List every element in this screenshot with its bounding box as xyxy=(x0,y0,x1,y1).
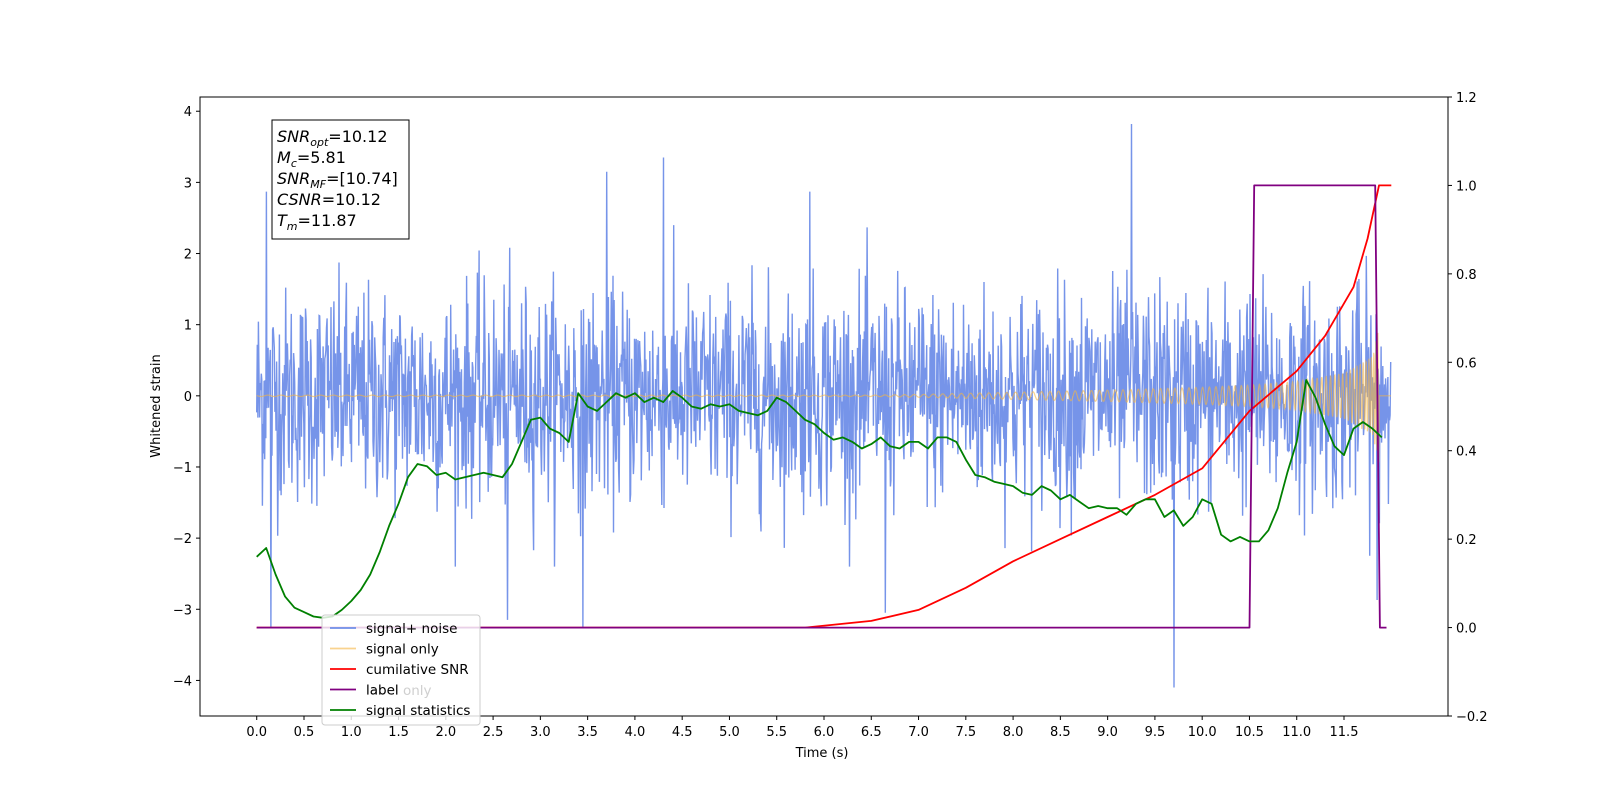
series-label xyxy=(256,184,1387,629)
annotation-line: SNRMF=[10.74] xyxy=(277,169,398,191)
legend-label: signal only xyxy=(366,642,439,658)
x-tick-label: 11.0 xyxy=(1282,725,1311,740)
y-tick-label: 1 xyxy=(184,319,192,334)
x-tick-label: 5.5 xyxy=(766,725,787,740)
x-tick-label: 8.5 xyxy=(1050,725,1071,740)
x-tick-label: 10.5 xyxy=(1235,725,1264,740)
y2-tick-label: 0.6 xyxy=(1456,356,1477,371)
x-tick-label: 0.5 xyxy=(294,725,315,740)
x-tick-label: 1.5 xyxy=(388,725,409,740)
x-tick-label: 7.5 xyxy=(955,725,976,740)
series-signal-only xyxy=(256,332,1391,463)
x-tick-label: 4.5 xyxy=(672,725,693,740)
x-tick-label: 6.0 xyxy=(814,725,835,740)
series-cumulative-snr xyxy=(256,184,1392,629)
x-axis: 0.0 0.5 1.0 1.5 2.0 2.5 3.0 3.5 4.0 4.5 5.0 5.5 6.0 6… xyxy=(246,716,1358,740)
y-tick-label: 3 xyxy=(184,176,192,191)
legend-label: cumilative SNR xyxy=(366,662,469,678)
legend-ghost-text: signal statistics xyxy=(366,703,470,719)
x-tick-label: 5.0 xyxy=(719,725,740,740)
x-axis-label: Time (s) xyxy=(795,746,849,761)
legend-frame xyxy=(321,614,481,726)
x-tick-label: 10.0 xyxy=(1188,725,1217,740)
legend-label: signal statistics xyxy=(366,703,470,719)
y-axis-right: −0.2 0.0 0.2 0.4 0.6 0.8 1.0 1.2 xyxy=(1448,91,1488,725)
annotation-frame xyxy=(271,119,410,240)
legend-label: signal+ noise xyxy=(366,621,457,637)
annotation-line: Tm=11.87 xyxy=(277,211,357,233)
annotation-line: SNRopt=10.12 xyxy=(277,127,388,149)
legend-ghost-text: label only xyxy=(366,683,432,699)
y2-tick-label: 0.4 xyxy=(1456,445,1477,460)
x-tick-label: 4.0 xyxy=(625,725,646,740)
x-tick-label: 2.5 xyxy=(483,725,504,740)
x-tick-label: 0.0 xyxy=(246,725,267,740)
y-axis-left: −4 −3 −2 −1 0 1 2 3 4 xyxy=(173,105,200,689)
y-tick-label: 4 xyxy=(184,105,192,120)
y2-tick-label: 0.8 xyxy=(1456,268,1477,283)
x-tick-label: 9.5 xyxy=(1145,725,1166,740)
y-tick-label: 2 xyxy=(184,248,192,263)
series-signal-statistics xyxy=(256,379,1383,619)
annotation-line: CSNR=10.12 xyxy=(277,190,381,209)
y2-tick-label: 1.0 xyxy=(1456,179,1477,194)
y-tick-label: −2 xyxy=(173,532,192,547)
y2-tick-label: −0.2 xyxy=(1456,710,1488,725)
x-tick-label: 1.0 xyxy=(341,725,362,740)
metrics-annotation-box: SNRopt=10.12Mc=5.81SNRMF=[10.74]CSNR=10.… xyxy=(271,119,410,240)
y2-tick-label: 0.0 xyxy=(1456,622,1477,637)
legend-label: label xyxy=(366,683,399,699)
series-signal-plus-noise xyxy=(256,123,1392,688)
y-tick-label: −4 xyxy=(173,674,192,689)
x-tick-label: 2.0 xyxy=(435,725,456,740)
x-tick-label: 6.5 xyxy=(861,725,882,740)
y2-tick-label: 1.2 xyxy=(1456,91,1477,106)
y-tick-label: −1 xyxy=(173,461,192,476)
x-tick-label: 7.0 xyxy=(908,725,929,740)
x-tick-label: 9.0 xyxy=(1097,725,1118,740)
y2-tick-label: 0.2 xyxy=(1456,533,1477,548)
legend: label only signal statistics signal+ noise… xyxy=(321,614,481,726)
x-tick-label: 11.5 xyxy=(1330,725,1359,740)
x-tick-label: 8.0 xyxy=(1003,725,1024,740)
y-tick-label: 0 xyxy=(184,390,192,405)
y-tick-label: −3 xyxy=(173,603,192,618)
annotation-line: Mc=5.81 xyxy=(277,148,346,170)
x-tick-label: 3.0 xyxy=(530,725,551,740)
y-axis-label: Whitened strain xyxy=(149,354,164,457)
x-tick-label: 3.5 xyxy=(577,725,598,740)
